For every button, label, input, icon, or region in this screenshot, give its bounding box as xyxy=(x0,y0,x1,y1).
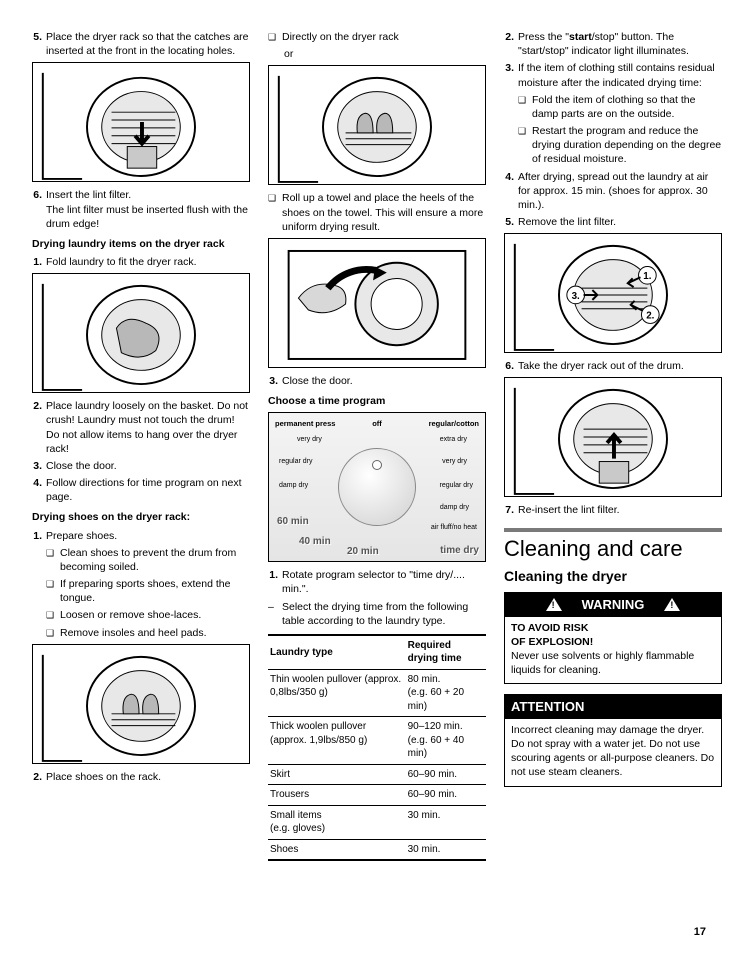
attention-header: ATTENTION xyxy=(505,695,721,719)
table-row: Thick woolen pullover (approx. 1,9lbs/85… xyxy=(268,717,486,765)
shoe-bullet-c: Loosen or remove shoe-laces. xyxy=(46,608,250,622)
figure-program-dial: permanent press off regular/cotton very … xyxy=(268,412,486,562)
laundry-step-2: 2.Place laundry loosely on the basket. D… xyxy=(32,399,250,456)
column-2: Directly on the dryer rack or Roll up a … xyxy=(268,28,486,861)
warning-label: WARNING xyxy=(582,596,645,614)
heading-drying-shoes: Drying shoes on the dryer rack: xyxy=(32,510,250,524)
heading-time-program: Choose a time program xyxy=(268,394,486,408)
towel-bullet: Roll up a towel and place the heels of t… xyxy=(268,191,486,234)
figure-shoes-direct xyxy=(268,65,486,185)
press-start-step: 2. Press the "start/stop" button. The "s… xyxy=(504,30,722,58)
column-3: 2. Press the "start/stop" button. The "s… xyxy=(504,28,722,861)
column-1: 5. Place the dryer rack so that the catc… xyxy=(32,28,250,861)
direct-rack-bullet: Directly on the dryer rack xyxy=(268,30,486,44)
figure-rack-insert xyxy=(32,62,250,182)
drying-time-table: Laundry type Required drying time Thin w… xyxy=(268,634,486,862)
figure-remove-lint: 1. 2. 3. xyxy=(504,233,722,353)
table-row: Skirt60–90 min. xyxy=(268,764,486,785)
restart-program-bullet: Restart the program and reduce the dryin… xyxy=(518,124,722,167)
close-door-step: 3.Close the door. xyxy=(268,374,486,388)
attention-label: ATTENTION xyxy=(511,698,584,716)
spread-air-step: 4.After drying, spread out the laundry a… xyxy=(504,170,722,213)
rotate-selector-step: 1.Rotate program selector to "time dry/.… xyxy=(268,568,486,596)
figure-close-door xyxy=(268,238,486,368)
table-header-1: Laundry type xyxy=(268,635,406,670)
select-time-dash: Select the drying time from the followin… xyxy=(268,600,486,628)
table-row: Shoes30 min. xyxy=(268,839,486,860)
heading-cleaning-dryer: Cleaning the dryer xyxy=(504,567,722,586)
laundry-step-3: 3.Close the door. xyxy=(32,459,250,473)
shoe-bullet-d: Remove insoles and heel pads. xyxy=(46,626,250,640)
laundry-step-4: 4.Follow directions for time program on … xyxy=(32,476,250,504)
section-cleaning-care: Cleaning and care xyxy=(504,528,722,564)
table-header-2: Required drying time xyxy=(406,635,486,670)
step-6-text-b: The lint filter must be inserted flush w… xyxy=(46,204,248,230)
step-5-text: Place the dryer rack so that the catches… xyxy=(46,30,250,58)
residual-moisture-step: 3.If the item of clothing still contains… xyxy=(504,61,722,89)
reinsert-lint-step: 7.Re-insert the lint filter. xyxy=(504,503,722,517)
heading-drying-laundry: Drying laundry items on the dryer rack xyxy=(32,237,250,251)
warning-triangle-icon xyxy=(664,598,680,611)
shoe-bullet-a: Clean shoes to prevent the drum from bec… xyxy=(46,546,250,574)
or-text: or xyxy=(284,47,486,61)
shoe-bullet-b: If preparing sports shoes, extend the to… xyxy=(46,577,250,605)
fold-damp-bullet: Fold the item of clothing so that the da… xyxy=(518,93,722,121)
attention-body: Incorrect cleaning may damage the dryer.… xyxy=(505,719,721,786)
remove-lint-step: 5.Remove the lint filter. xyxy=(504,215,722,229)
warning-body: TO AVOID RISK OF EXPLOSION! Never use so… xyxy=(505,617,721,684)
page-number: 17 xyxy=(694,925,706,940)
laundry-step-1: 1.Fold laundry to fit the dryer rack. xyxy=(32,255,250,269)
attention-box: ATTENTION Incorrect cleaning may damage … xyxy=(504,694,722,786)
warning-triangle-icon xyxy=(546,598,562,611)
table-row: Thin woolen pullover (approx. 0,8lbs/350… xyxy=(268,669,486,717)
take-rack-out-step: 6.Take the dryer rack out of the drum. xyxy=(504,359,722,373)
svg-text:1.: 1. xyxy=(643,271,651,282)
step-6: 6. Insert the lint filter. The lint filt… xyxy=(32,188,250,231)
table-row: Trousers60–90 min. xyxy=(268,785,486,806)
step-5: 5. Place the dryer rack so that the catc… xyxy=(32,30,250,58)
svg-text:3.: 3. xyxy=(572,291,580,302)
shoe-step-2: 2.Place shoes on the rack. xyxy=(32,770,250,784)
figure-fold-laundry xyxy=(32,273,250,393)
warning-box: WARNING TO AVOID RISK OF EXPLOSION! Neve… xyxy=(504,592,722,684)
figure-take-rack-out xyxy=(504,377,722,497)
warning-header: WARNING xyxy=(505,593,721,617)
shoe-step-1: 1.Prepare shoes. xyxy=(32,529,250,543)
step-6-text-a: Insert the lint filter. xyxy=(46,189,131,201)
svg-text:2.: 2. xyxy=(646,311,654,322)
figure-shoes-on-rack xyxy=(32,644,250,764)
table-row: Small items (e.g. gloves)30 min. xyxy=(268,805,486,839)
